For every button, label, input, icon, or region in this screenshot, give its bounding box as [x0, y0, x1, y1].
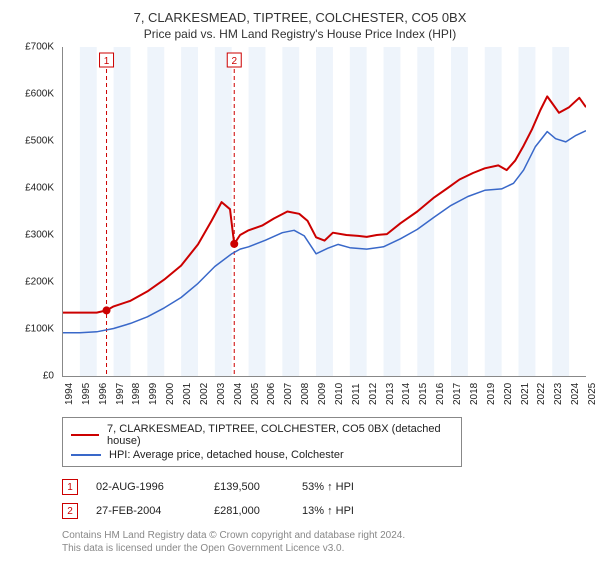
x-axis-label: 2003 — [216, 383, 227, 405]
y-axis-label: £300K — [25, 230, 54, 241]
year-band — [316, 47, 333, 376]
transaction-marker: 1 — [100, 53, 114, 67]
x-axis: 1994 1995 1996 1997 1998 1999 2000 2001 2002 2003… — [62, 379, 586, 407]
footer-line2: This data is licensed under the Open Gov… — [62, 542, 586, 555]
x-axis-label: 2013 — [385, 383, 396, 405]
x-axis-label: 2021 — [520, 383, 531, 405]
legend-item: HPI: Average price, detached house, Colc… — [71, 448, 453, 462]
y-axis-label: £200K — [25, 277, 54, 288]
x-axis-label: 1997 — [115, 383, 126, 405]
y-axis-label: £500K — [25, 136, 54, 147]
transaction-dot — [103, 306, 111, 314]
y-axis-label: £100K — [25, 324, 54, 335]
transaction-marker-box: 1 — [62, 479, 78, 495]
chart-container: 7, CLARKESMEAD, TIPTREE, COLCHESTER, CO5… — [0, 0, 600, 565]
x-axis-label: 1995 — [81, 383, 92, 405]
footer: Contains HM Land Registry data © Crown c… — [62, 529, 586, 555]
transactions-section: 1 02-AUG-1996 £139,500 53% ↑ HPI 2 27-FEB-200… — [62, 475, 586, 523]
x-axis-label: 2015 — [418, 383, 429, 405]
plot-svg: 12 — [63, 47, 586, 376]
transaction-dot — [230, 240, 238, 248]
x-axis-label: 2004 — [233, 383, 244, 405]
x-axis-label: 2009 — [317, 383, 328, 405]
x-axis-label: 2008 — [300, 383, 311, 405]
x-axis-label: 1996 — [98, 383, 109, 405]
legend-label: 7, CLARKESMEAD, TIPTREE, COLCHESTER, CO5… — [107, 423, 453, 447]
svg-text:2: 2 — [231, 56, 237, 67]
year-band — [451, 47, 468, 376]
x-axis-label: 2006 — [266, 383, 277, 405]
plot-outer: £0£100K£200K£300K£400K£500K£600K£700K 12… — [14, 47, 586, 407]
transaction-date: 27-FEB-2004 — [96, 505, 196, 517]
transaction-date: 02-AUG-1996 — [96, 481, 196, 493]
x-axis-label: 2011 — [351, 383, 362, 405]
x-axis-label: 2014 — [401, 383, 412, 405]
legend-item: 7, CLARKESMEAD, TIPTREE, COLCHESTER, CO5… — [71, 422, 453, 448]
x-axis-label: 2010 — [334, 383, 345, 405]
x-axis-label: 2007 — [283, 383, 294, 405]
transaction-delta: 53% ↑ HPI — [302, 481, 354, 493]
transaction-price: £281,000 — [214, 505, 284, 517]
x-axis-label: 2019 — [486, 383, 497, 405]
legend: 7, CLARKESMEAD, TIPTREE, COLCHESTER, CO5… — [62, 417, 462, 467]
x-axis-label: 1998 — [131, 383, 142, 405]
x-axis-label: 2024 — [570, 383, 581, 405]
transaction-marker: 2 — [227, 53, 241, 67]
x-axis-label: 1994 — [64, 383, 75, 405]
year-band — [552, 47, 569, 376]
year-band — [519, 47, 536, 376]
plot-area: 12 — [62, 47, 586, 377]
transaction-row: 1 02-AUG-1996 £139,500 53% ↑ HPI — [62, 475, 586, 499]
x-axis-label: 2001 — [182, 383, 193, 405]
y-axis-label: £400K — [25, 183, 54, 194]
year-band — [249, 47, 266, 376]
footer-line1: Contains HM Land Registry data © Crown c… — [62, 529, 586, 542]
chart-subtitle: Price paid vs. HM Land Registry's House … — [14, 27, 586, 41]
legend-swatch — [71, 454, 101, 456]
x-axis-label: 2025 — [587, 383, 598, 405]
x-axis-label: 1999 — [148, 383, 159, 405]
legend-label: HPI: Average price, detached house, Colc… — [109, 449, 344, 461]
year-band — [485, 47, 502, 376]
y-axis-label: £600K — [25, 89, 54, 100]
year-band — [417, 47, 434, 376]
year-band — [80, 47, 97, 376]
svg-text:1: 1 — [104, 56, 110, 67]
x-axis-label: 2012 — [368, 383, 379, 405]
year-band — [384, 47, 401, 376]
transaction-marker-box: 2 — [62, 503, 78, 519]
x-axis-label: 2002 — [199, 383, 210, 405]
chart-title: 7, CLARKESMEAD, TIPTREE, COLCHESTER, CO5… — [14, 10, 586, 25]
legend-swatch — [71, 434, 99, 436]
x-axis-label: 2018 — [469, 383, 480, 405]
x-axis-label: 2022 — [536, 383, 547, 405]
year-band — [350, 47, 367, 376]
x-axis-label: 2005 — [250, 383, 261, 405]
y-axis-label: £0 — [43, 371, 54, 382]
transaction-row: 2 27-FEB-2004 £281,000 13% ↑ HPI — [62, 499, 586, 523]
x-axis-label: 2000 — [165, 383, 176, 405]
y-axis-label: £700K — [25, 42, 54, 53]
x-axis-label: 2023 — [553, 383, 564, 405]
transaction-delta: 13% ↑ HPI — [302, 505, 354, 517]
x-axis-label: 2017 — [452, 383, 463, 405]
y-axis: £0£100K£200K£300K£400K£500K£600K£700K — [14, 47, 58, 377]
year-band — [181, 47, 198, 376]
x-axis-label: 2020 — [503, 383, 514, 405]
year-band — [147, 47, 164, 376]
x-axis-label: 2016 — [435, 383, 446, 405]
transaction-price: £139,500 — [214, 481, 284, 493]
